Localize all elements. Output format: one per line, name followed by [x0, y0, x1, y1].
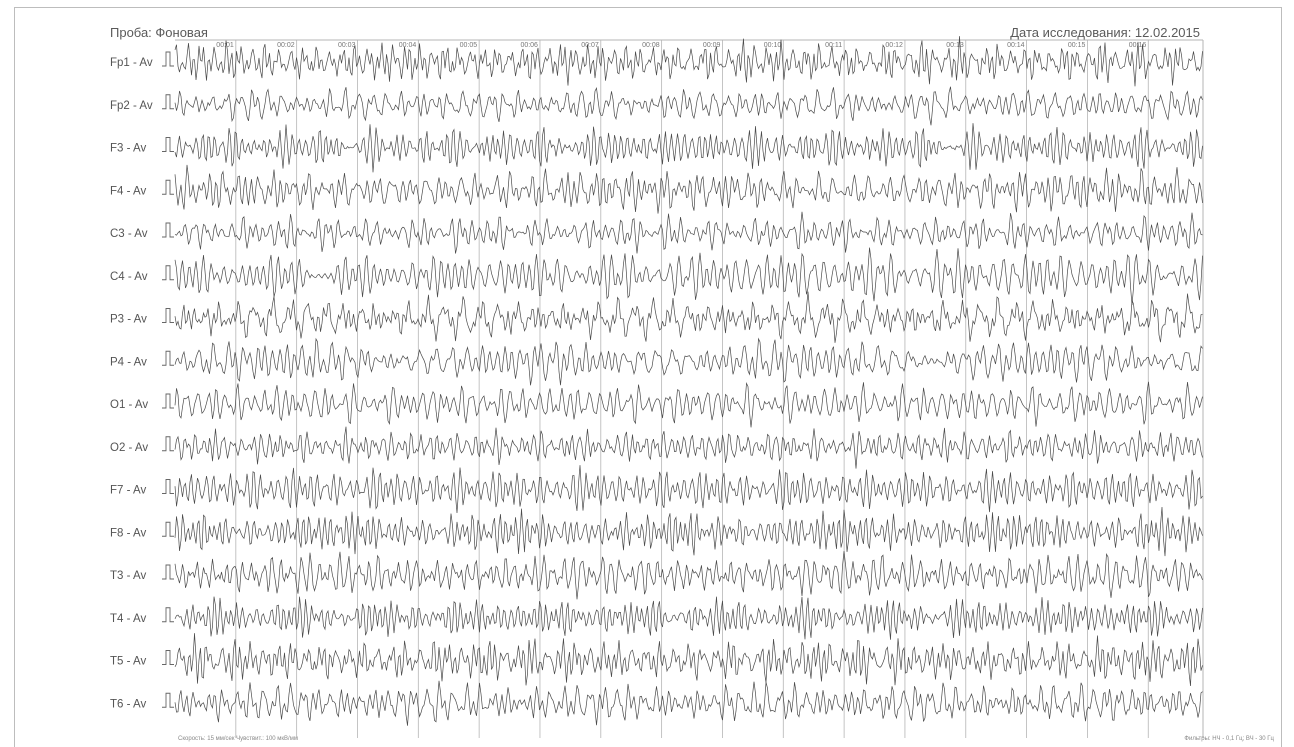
eeg-trace — [174, 123, 1203, 173]
calibration-mark — [162, 94, 174, 110]
time-tick-labels: 00:01 00:02 00:03 00:04 00:05 00:06 00:07 00:08… — [216, 42, 1146, 49]
channel-label: F7 - Av — [110, 485, 146, 497]
footer-filters: Фильтры: НЧ - 0,1 Гц; ВЧ - 30 Гц — [1184, 736, 1274, 742]
exam-date: Дата исследования: 12.02.2015 — [1010, 25, 1200, 40]
eeg-trace — [174, 551, 1203, 600]
calibration-marks — [162, 51, 174, 708]
eeg-trace — [174, 426, 1203, 469]
eeg-trace — [174, 247, 1203, 306]
calibration-mark — [162, 650, 174, 665]
calibration-mark — [162, 564, 174, 580]
eeg-trace — [174, 36, 1203, 87]
time-tick-label: 00:08 — [642, 42, 660, 49]
channel-label: Fp1 - Av — [110, 57, 153, 69]
channel-label: Fp2 - Av — [110, 100, 153, 112]
time-tick-label: 00:09 — [703, 42, 721, 49]
frame-top-border — [14, 7, 1281, 8]
channel-label: P3 - Av — [110, 314, 147, 326]
channel-label: C3 - Av — [110, 228, 148, 240]
calibration-mark — [162, 692, 174, 708]
eeg-trace — [174, 381, 1203, 428]
channel-label: C4 - Av — [110, 271, 148, 283]
channel-label: O1 - Av — [110, 399, 148, 411]
channel-label: T5 - Av — [110, 656, 146, 668]
calibration-mark — [162, 265, 174, 281]
channel-label: P4 - Av — [110, 356, 147, 368]
channel-label: F4 - Av — [110, 185, 146, 197]
calibration-mark — [162, 607, 174, 623]
calibration-mark — [162, 179, 174, 195]
eeg-trace — [174, 465, 1203, 514]
time-tick-label: 00:04 — [399, 42, 417, 49]
channel-label: T6 - Av — [110, 698, 146, 710]
time-tick-label: 00:05 — [460, 42, 478, 49]
channel-label: F8 - Av — [110, 527, 146, 539]
time-tick-label: 00:14 — [1007, 42, 1025, 49]
channel-label: T3 - Av — [110, 570, 146, 582]
calibration-mark — [162, 521, 174, 537]
time-tick-label: 00:01 — [216, 42, 234, 49]
eeg-trace — [174, 164, 1203, 214]
calibration-mark — [162, 308, 174, 323]
channel-label: O2 - Av — [110, 442, 148, 454]
eeg-traces — [174, 36, 1203, 726]
time-tick-label: 00:02 — [277, 42, 295, 49]
time-tick-label: 00:11 — [825, 42, 842, 49]
channel-label: T4 - Av — [110, 613, 146, 625]
time-tick-label: 00:15 — [1068, 42, 1086, 49]
eeg-trace — [174, 337, 1203, 386]
calibration-mark — [162, 137, 174, 152]
calibration-mark — [162, 222, 174, 238]
calibration-mark — [162, 393, 174, 409]
time-tick-label: 00:10 — [764, 42, 782, 49]
channel-label: F3 - Av — [110, 143, 146, 155]
calibration-mark — [162, 51, 174, 67]
time-tick-label: 00:13 — [946, 42, 964, 49]
time-tick-label: 00:03 — [338, 42, 356, 49]
eeg-trace — [174, 596, 1203, 640]
frame-right-border — [1281, 7, 1282, 747]
eeg-trace — [174, 506, 1203, 557]
eeg-trace — [174, 86, 1203, 126]
eeg-trace — [174, 211, 1203, 254]
time-tick-label: 00:12 — [885, 42, 903, 49]
time-tick-label: 00:06 — [520, 42, 538, 49]
probe-title: Проба: Фоновая — [110, 25, 208, 40]
calibration-mark — [162, 436, 174, 452]
time-tick-label: 00:07 — [581, 42, 599, 49]
calibration-mark — [162, 479, 174, 494]
calibration-mark — [162, 350, 174, 366]
eeg-trace — [174, 291, 1203, 343]
channel-labels: Fp1 - Av Fp2 - Av F3 - Av F4 - Av C3 - Av C4 … — [110, 57, 153, 710]
eeg-trace — [174, 633, 1203, 687]
eeg-trace — [174, 680, 1203, 726]
frame-left-border — [14, 7, 15, 747]
footer-settings: Скорость: 15 мм/сек Чувствит.: 100 мкВ/м… — [178, 736, 298, 742]
